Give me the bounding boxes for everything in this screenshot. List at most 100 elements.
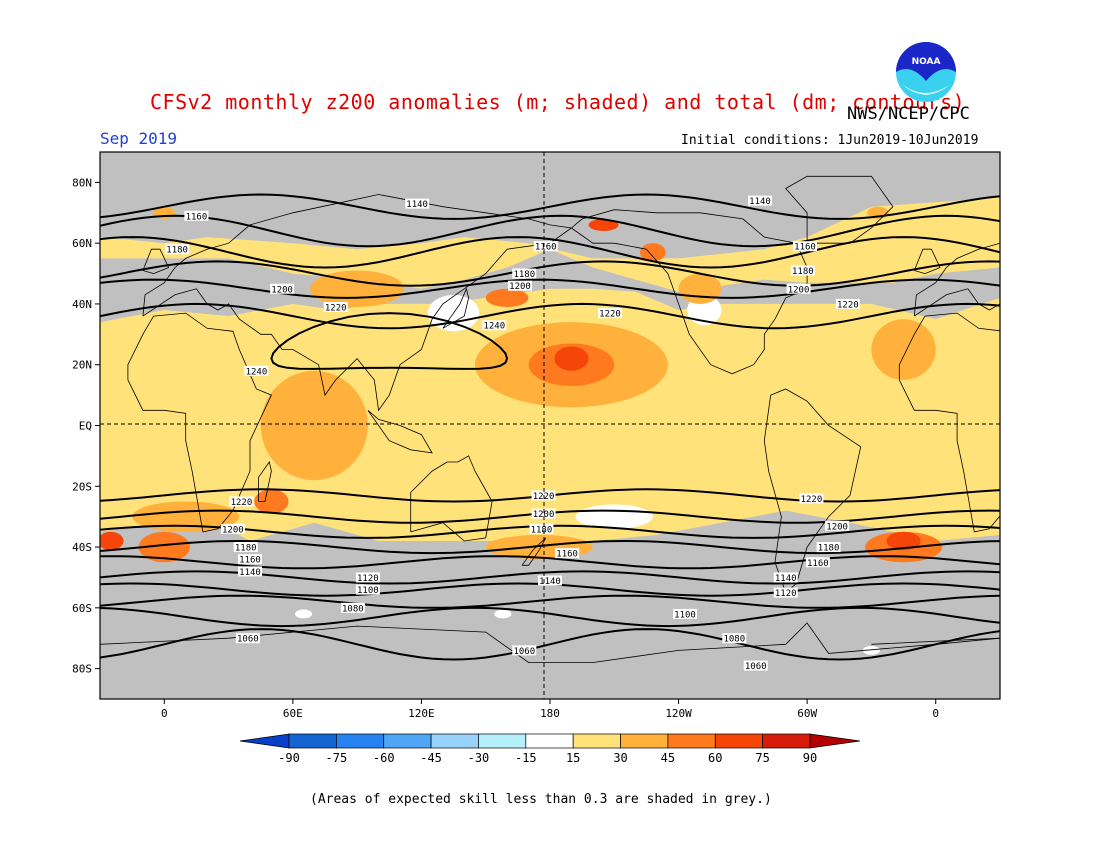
- shade-redorange-southatlantic: [886, 531, 921, 551]
- noaa-logo-icon: NOAA: [896, 42, 956, 102]
- coastline-10: [142, 248, 170, 275]
- lat-label: 60N: [72, 237, 92, 250]
- contour-label: 1140: [539, 577, 561, 587]
- contour-label-bg: [405, 198, 430, 209]
- contour-label-bg: [743, 660, 768, 671]
- contour-label: 1200: [788, 285, 810, 295]
- contour-line-4: [100, 278, 1000, 299]
- contour-label: 1200: [533, 510, 555, 520]
- lon-label: 120E: [408, 707, 435, 720]
- coastline-4: [763, 388, 862, 594]
- shade-white-antarctic-1: [494, 609, 512, 619]
- contour-label-bg: [233, 542, 258, 553]
- contour-label-bg: [773, 572, 798, 583]
- contour-label-bg: [538, 575, 562, 586]
- contour-line-0: [100, 193, 1000, 220]
- shade-grey-arctic: [100, 152, 1000, 259]
- contour-label-bg: [340, 602, 365, 613]
- agency-label: NWS/NCEP/CPC: [847, 104, 970, 124]
- lon-label: 180: [540, 707, 560, 720]
- contour-label-bg: [816, 542, 841, 553]
- contour-line-1240: [270, 312, 509, 370]
- coastline-5: [785, 175, 894, 244]
- shade-white-antarctic-2: [295, 609, 313, 619]
- logo-text: NOAA: [912, 57, 941, 67]
- shade-lightorange-canada: [678, 273, 722, 304]
- contour-label: 1220: [801, 495, 823, 505]
- contour-label: 1180: [531, 525, 553, 535]
- contour-line-5: [100, 302, 1000, 330]
- contour-label: 1140: [406, 200, 428, 210]
- contour-label-bg: [786, 283, 811, 294]
- contour-label-bg: [270, 283, 295, 294]
- contour-label-bg: [598, 308, 622, 319]
- contour-label: 1220: [837, 300, 859, 310]
- coastline-9: [258, 461, 272, 502]
- contour-label-bg: [722, 633, 747, 644]
- shade-white-antarctic-3: [862, 645, 881, 655]
- contour-label-bg: [773, 587, 798, 598]
- contour-label-bg: [355, 572, 380, 583]
- contour-label: 1220: [231, 498, 253, 508]
- coastline-7: [367, 409, 433, 454]
- contour-label-bg: [512, 645, 537, 656]
- contour-label: 1160: [807, 559, 829, 569]
- lon-label: 0: [161, 707, 168, 720]
- contour-label-bg: [323, 301, 348, 312]
- lat-label: 40S: [72, 541, 92, 554]
- contour-label-bg: [482, 320, 507, 331]
- shade-lightorange-southatlantic: [132, 501, 240, 532]
- contour-label-bg: [531, 508, 556, 519]
- lat-label: 60S: [72, 602, 92, 615]
- contour-label: 1140: [749, 197, 771, 207]
- contour-label: 1180: [235, 544, 257, 554]
- contour-line-15: [100, 628, 1000, 661]
- shade-lightorange-indian: [260, 370, 368, 481]
- lon-label: 60W: [797, 707, 817, 720]
- coastlines: [100, 175, 1000, 663]
- contour-label-bg: [355, 584, 380, 595]
- shade-orange-southafrica: [138, 531, 191, 563]
- contour-label-bg: [229, 496, 254, 507]
- shade-grey-polar-south: [100, 592, 1000, 699]
- contour-line-3: [100, 260, 1000, 287]
- contour-label-bg: [512, 268, 537, 279]
- contour-label-bg: [748, 195, 772, 206]
- contour-label: 1100: [674, 610, 696, 620]
- contour-line-14: [100, 606, 1000, 628]
- shade-redorange-bering: [588, 218, 619, 232]
- contour-label: 1160: [535, 243, 557, 253]
- contour-label: 1060: [513, 647, 535, 657]
- contour-label: 1160: [186, 212, 208, 222]
- contour-label-bg: [673, 608, 697, 619]
- contour-label-bg: [555, 548, 580, 559]
- contour-line-10: [100, 555, 1000, 570]
- contour-label: 1240: [483, 322, 505, 332]
- shade-orange-madagascar: [254, 489, 289, 514]
- contour-label-bg: [805, 557, 830, 568]
- contour-label: 1060: [745, 662, 767, 672]
- contour-label: 1100: [357, 586, 379, 596]
- skill-footnote: (Areas of expected skill less than 0.3 a…: [310, 792, 772, 807]
- coastline-2: [410, 455, 493, 542]
- contour-label: 1140: [239, 568, 261, 578]
- contour-label: 1080: [342, 604, 364, 614]
- contour-label: 1200: [222, 525, 244, 535]
- contour-label: 1240: [246, 367, 268, 377]
- shade-white-southpacific: [575, 504, 653, 529]
- contour-label: 1200: [271, 285, 293, 295]
- contour-label-bg: [238, 566, 262, 577]
- contour-label-bg: [793, 241, 817, 252]
- coastline-11: [100, 622, 1000, 663]
- lat-label: 80S: [72, 663, 92, 676]
- shade-redorange-southwest: [100, 531, 124, 551]
- contour-label: 1200: [509, 282, 531, 292]
- contour-label-bg: [184, 210, 209, 221]
- shade-redorange-pacific: [554, 346, 589, 371]
- contour-label-bg: [790, 265, 815, 276]
- longitude-labels: 0 60E 120E 180 120W 60W 0: [161, 699, 939, 720]
- coastline-0: [127, 312, 272, 533]
- shade-orange-alaska: [640, 243, 666, 262]
- contour-label: 1160: [239, 556, 261, 566]
